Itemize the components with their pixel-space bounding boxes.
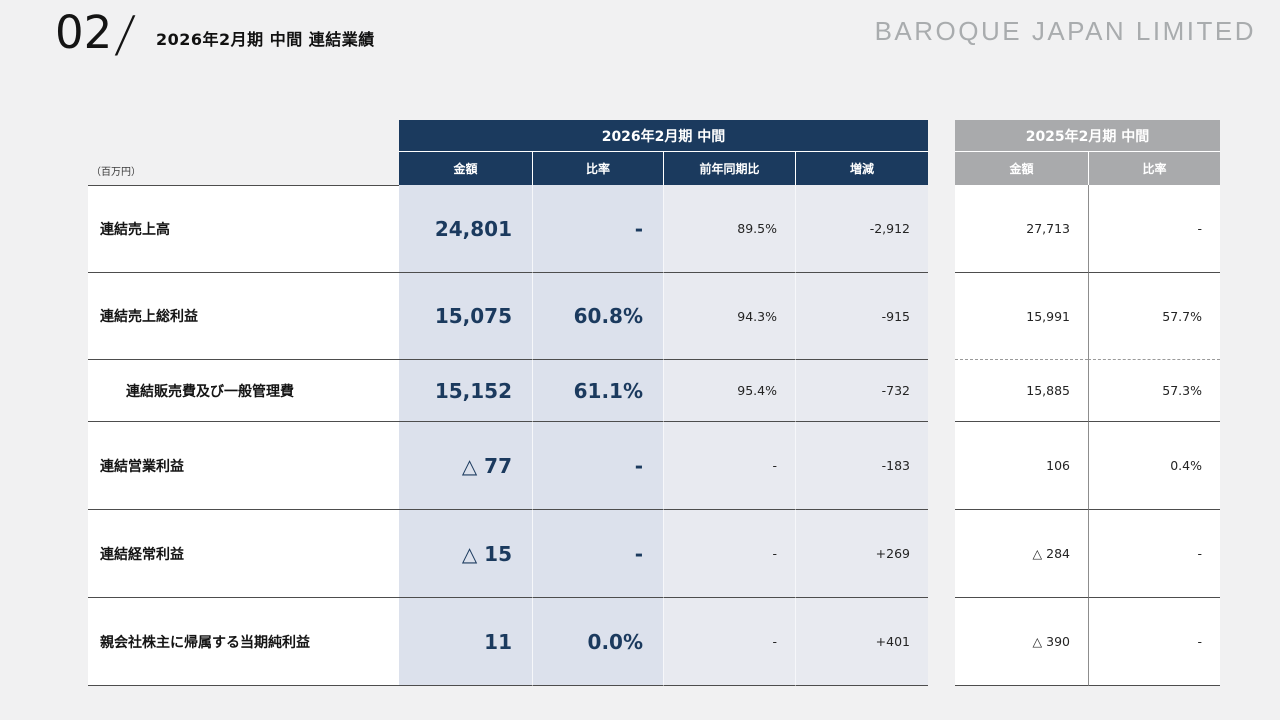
cell-ratio-2026: 60.8% xyxy=(532,272,663,359)
section-gap xyxy=(928,509,955,597)
cell-change-2026: -915 xyxy=(795,272,928,359)
row-label: 連結経常利益 xyxy=(88,509,399,597)
cell-amount-2026: 15,075 xyxy=(399,272,532,359)
cell-ratio-2025: - xyxy=(1088,597,1220,686)
cell-change-2026: -732 xyxy=(795,359,928,421)
cell-change-2026: -2,912 xyxy=(795,185,928,272)
cell-amount-2025: 15,991 xyxy=(955,272,1088,359)
cell-ratio-2026: - xyxy=(532,509,663,597)
cell-change-2026: +401 xyxy=(795,597,928,686)
cell-ratio-2026: - xyxy=(532,185,663,272)
cell-amount-2025: 15,885 xyxy=(955,359,1088,421)
section-gap xyxy=(928,120,955,152)
cell-change-2026: +269 xyxy=(795,509,928,597)
cell-amount-2026: 24,801 xyxy=(399,185,532,272)
cell-yoy-2026: 95.4% xyxy=(663,359,795,421)
page-number-text: 02 xyxy=(55,6,113,59)
cell-ratio-2025: 57.3% xyxy=(1088,359,1220,421)
cell-yoy-2026: - xyxy=(663,509,795,597)
section-gap xyxy=(928,597,955,686)
row-label: 連結売上高 xyxy=(88,185,399,272)
row-label: 連結営業利益 xyxy=(88,421,399,509)
cell-change-2026: -183 xyxy=(795,421,928,509)
section-gap xyxy=(928,152,955,185)
section-gap xyxy=(928,272,955,359)
cell-ratio-2025: 57.7% xyxy=(1088,272,1220,359)
cell-amount-2025: △ 284 xyxy=(955,509,1088,597)
section-gap xyxy=(928,359,955,421)
row-label: 連結売上総利益 xyxy=(88,272,399,359)
cell-yoy-2026: 94.3% xyxy=(663,272,795,359)
group-header-2025: 2025年2月期 中間 xyxy=(955,120,1220,152)
col-header-yoy-2026: 前年同期比 xyxy=(663,152,795,185)
cell-ratio-2026: 61.1% xyxy=(532,359,663,421)
cell-yoy-2026: - xyxy=(663,597,795,686)
cell-amount-2026: 11 xyxy=(399,597,532,686)
cell-yoy-2026: - xyxy=(663,421,795,509)
company-logo-text: BAROQUE JAPAN LIMITED xyxy=(874,16,1256,46)
cell-ratio-2026: - xyxy=(532,421,663,509)
page-number-slash: / xyxy=(113,6,138,63)
cell-ratio-2025: - xyxy=(1088,509,1220,597)
section-gap xyxy=(928,421,955,509)
corner-spacer xyxy=(88,120,399,152)
col-header-amount-2026: 金額 xyxy=(399,152,532,185)
cell-amount-2026: △ 15 xyxy=(399,509,532,597)
col-header-ratio-2026: 比率 xyxy=(532,152,663,185)
group-header-2026: 2026年2月期 中間 xyxy=(399,120,928,152)
col-header-change-2026: 増減 xyxy=(795,152,928,185)
slide-title: 2026年2月期 中間 連結業績 xyxy=(156,30,375,49)
cell-yoy-2026: 89.5% xyxy=(663,185,795,272)
cell-amount-2025: 27,713 xyxy=(955,185,1088,272)
cell-amount-2026: 15,152 xyxy=(399,359,532,421)
cell-ratio-2025: 0.4% xyxy=(1088,421,1220,509)
cell-ratio-2026: 0.0% xyxy=(532,597,663,686)
section-gap xyxy=(928,185,955,272)
page-number: 02 / xyxy=(55,6,138,63)
unit-note: （百万円） xyxy=(91,167,141,178)
col-header-amount-2025: 金額 xyxy=(955,152,1088,185)
col-header-ratio-2025: 比率 xyxy=(1088,152,1220,185)
cell-amount-2025: △ 390 xyxy=(955,597,1088,686)
cell-ratio-2025: - xyxy=(1088,185,1220,272)
results-table: 2026年2月期 中間 2025年2月期 中間 （百万円） 金額 比率 前年同期… xyxy=(88,120,1220,686)
cell-amount-2025: 106 xyxy=(955,421,1088,509)
row-label: 親会社株主に帰属する当期純利益 xyxy=(88,597,399,686)
cell-amount-2026: △ 77 xyxy=(399,421,532,509)
row-label: 連結販売費及び一般管理費 xyxy=(88,359,399,421)
